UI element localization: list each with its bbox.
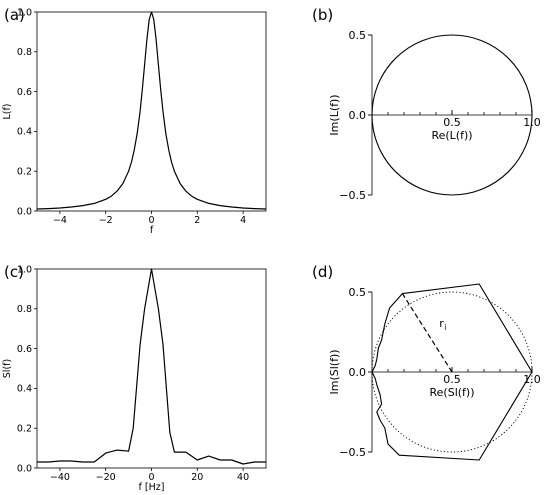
y-tick-label: 0.2 (17, 424, 32, 435)
y-tick-label: −0.5 (339, 189, 366, 202)
x-axis-label: Re(L(f)) (431, 129, 472, 142)
x-tick-label: 0.5 (443, 373, 461, 386)
series-line-0 (37, 268, 266, 465)
x-tick-label: −40 (50, 472, 70, 483)
panel-label-b: (b) (312, 6, 333, 24)
x-tick-label: 0 (148, 472, 154, 483)
panel-label-c: (c) (4, 263, 24, 281)
nyquist-circle (371, 34, 533, 196)
y-tick-label: 0.5 (349, 29, 367, 42)
panel-a: (a) −4 −2 0 2 4 0.0 0.2 0.4 0.6 0.8 1.0 f L(f) (2, 6, 267, 236)
y-tick-label: 0.0 (349, 366, 367, 379)
radius-annotation: r (439, 317, 444, 330)
x-tick-label: −4 (53, 215, 67, 226)
panel-b: (b)0.5 1.0−0.50.00.5Re(L(f))Im(L(f)) (312, 6, 541, 202)
radius-annotation-subscript: i (444, 323, 446, 332)
x-tick-label: −2 (99, 215, 113, 226)
y-tick-label: 1.0 (17, 264, 32, 275)
y-tick-label: −0.5 (339, 446, 366, 459)
y-tick-label: 0.4 (17, 127, 32, 138)
y-tick-label: 1.0 (17, 7, 32, 18)
y-axis-label: L(f) (2, 103, 13, 119)
panel-label-d: (d) (312, 263, 333, 281)
panel-c: (c) −40 −20 0 20 40 0.0 0.2 0.4 0.6 0.8 1.0 f [Hz] Sl… (2, 263, 267, 493)
y-tick-label: 0.2 (17, 167, 32, 178)
panel-d: (d)0.5 1.0−0.50.00.5Re(Sl(f))Im(Sl(f))r i (312, 263, 541, 461)
y-tick-label: 0.4 (17, 384, 32, 395)
plot-frame (36, 268, 267, 469)
y-tick-label: 0.6 (17, 344, 32, 355)
y-tick-label: 0.0 (349, 109, 367, 122)
y-axis-label: Im(L(f)) (328, 94, 341, 135)
panel-label-a: (a) (4, 6, 25, 24)
y-tick-label: 0.5 (349, 286, 367, 299)
x-tick-label: −20 (96, 472, 116, 483)
x-tick-label: 0.5 (443, 116, 461, 129)
y-axis-label: Im(Sl(f)) (328, 349, 341, 394)
y-tick-label: 0.6 (17, 87, 32, 98)
y-tick-label: 0.0 (17, 463, 32, 474)
x-axis-label: f (150, 225, 154, 236)
series-line-0 (36, 11, 267, 210)
y-axis-label: Sl(f) (2, 359, 13, 378)
x-tick-label: 4 (240, 215, 246, 226)
x-tick-label: 40 (237, 472, 249, 483)
x-tick-label: 20 (191, 472, 203, 483)
x-tick-label: 2 (194, 215, 200, 226)
x-tick-label: 0 (148, 215, 154, 226)
y-tick-label: 0.8 (17, 47, 32, 58)
radius-line (401, 293, 453, 373)
x-axis-label: Re(Sl(f)) (430, 386, 475, 399)
y-tick-label: 0.0 (17, 206, 32, 217)
y-tick-label: 0.8 (17, 304, 32, 315)
nyquist-trace-0 (371, 283, 533, 461)
x-axis-label: f [Hz] (139, 482, 165, 493)
plot-frame (36, 11, 267, 212)
